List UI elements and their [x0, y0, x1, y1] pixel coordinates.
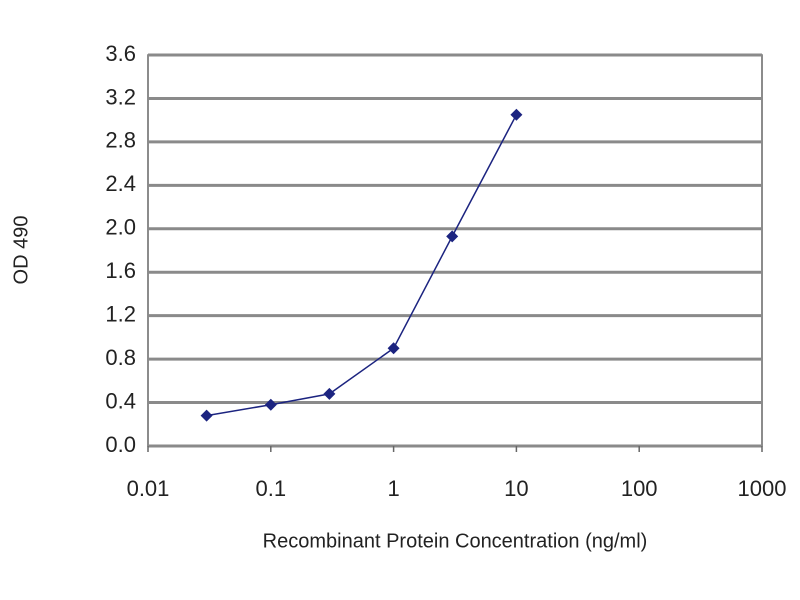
y-tick-label: 3.6 — [105, 41, 136, 66]
y-tick-label: 2.8 — [105, 128, 136, 153]
y-tick-label: 2.0 — [105, 215, 136, 240]
x-tick-label: 0.1 — [256, 476, 287, 501]
y-tick-label: 0.0 — [105, 432, 136, 457]
y-tick-label: 3.2 — [105, 84, 136, 109]
plot-area — [147, 54, 763, 447]
y-tick-label: 2.4 — [105, 171, 136, 196]
y-tick-label: 0.8 — [105, 345, 136, 370]
x-tick-label: 0.01 — [127, 476, 170, 501]
data-point — [510, 108, 523, 121]
y-tick-label: 1.6 — [105, 258, 136, 283]
data-point — [200, 409, 213, 422]
data-point — [446, 230, 459, 243]
y-tick-label: 1.2 — [105, 301, 136, 326]
data-line — [206, 114, 518, 417]
data-point — [264, 398, 277, 411]
y-tick-label: 0.4 — [105, 388, 136, 413]
x-tick-label: 100 — [621, 476, 658, 501]
data-point — [323, 387, 336, 400]
x-tick-label: 1 — [387, 476, 399, 501]
x-tick-label: 10 — [504, 476, 528, 501]
x-tick-label: 1000 — [738, 476, 787, 501]
y-axis-title: OD 490 — [10, 216, 32, 285]
x-axis-title: Recombinant Protein Concentration (ng/ml… — [263, 530, 648, 552]
data-point — [387, 342, 400, 355]
